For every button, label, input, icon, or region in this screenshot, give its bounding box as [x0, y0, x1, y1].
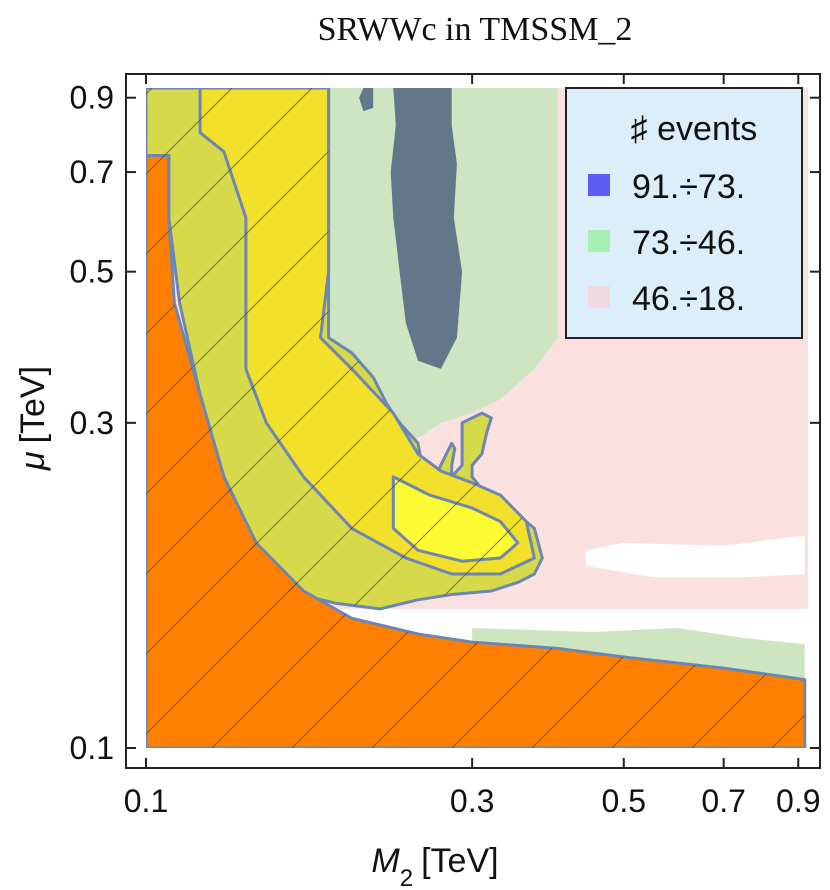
chart-title: SRWWc in TMSSM_2: [318, 11, 633, 48]
region-peak-91-73-small: [359, 88, 374, 112]
y-tick-label: 0.5: [70, 254, 114, 290]
legend: ♯ events 91.÷73. 73.÷46. 46.÷18.: [565, 87, 803, 339]
legend-label: 46.÷18.: [632, 280, 745, 318]
y-tick-label: 0.7: [70, 154, 114, 190]
legend-label: 73.÷46.: [632, 224, 745, 262]
hatch-excluded-region-fill: [146, 88, 543, 609]
y-tick-label: 0.1: [70, 730, 114, 766]
legend-title: ♯ events: [631, 110, 758, 148]
region-white-gap: [585, 535, 805, 578]
x-tick-label: 0.7: [701, 783, 745, 819]
x-axis-label: M2 [TeV]: [371, 842, 498, 890]
x-tick-label: 0.1: [124, 783, 168, 819]
legend-swatch: [588, 230, 610, 252]
x-tick-label: 0.5: [602, 783, 646, 819]
legend-swatch: [588, 174, 610, 196]
y-tick-label: 0.3: [70, 405, 114, 441]
region-peak-91-73: [390, 88, 463, 369]
x-tick-label: 0.3: [450, 783, 494, 819]
legend-swatch: [588, 286, 610, 308]
hatch-theory-excluded-orange: [146, 155, 805, 748]
axis-ticks: 0.1 0.3 0.5 0.7 0.9 0.1 0.3 0.5 0.7 0.9: [70, 74, 821, 819]
legend-label: 91.÷73.: [632, 168, 745, 206]
x-tick-label: 0.9: [776, 783, 820, 819]
y-tick-label: 0.9: [70, 80, 114, 116]
y-axis-label: μ[TeV]: [14, 366, 52, 471]
